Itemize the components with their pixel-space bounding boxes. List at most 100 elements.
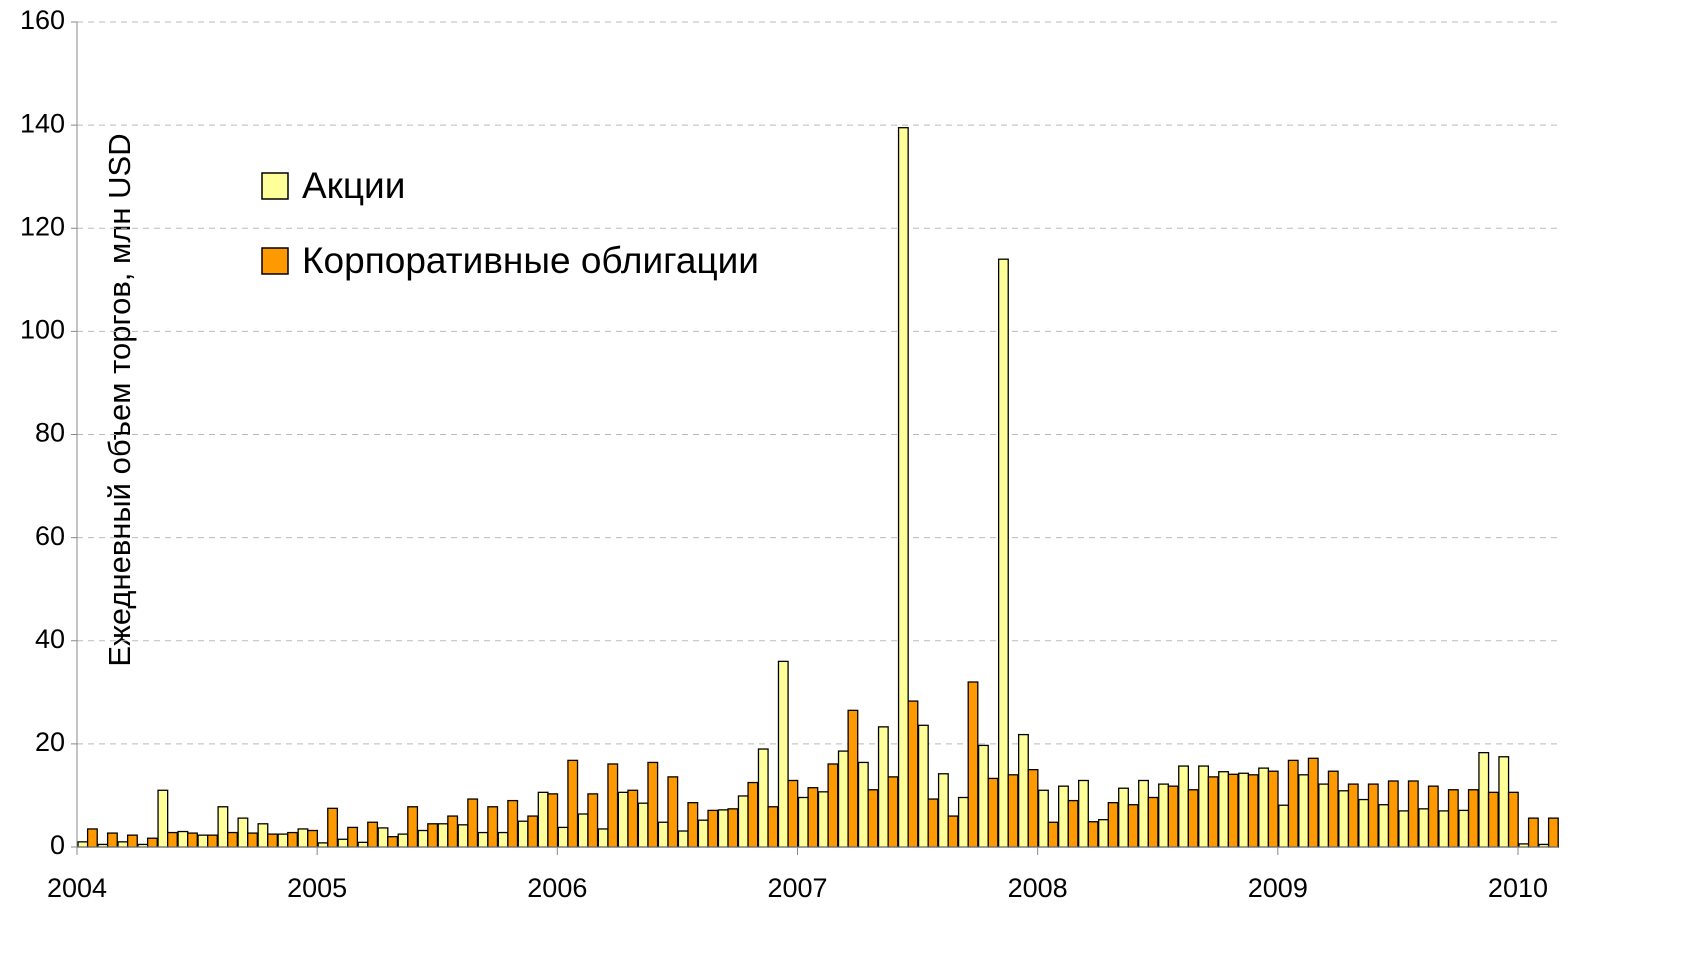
bar (1147, 796, 1159, 848)
bar (117, 841, 129, 848)
legend-label: Корпоративные облигации (302, 240, 759, 281)
bar (1127, 804, 1139, 848)
bar (1207, 776, 1219, 848)
x-tick-label: 2006 (527, 873, 587, 903)
bar (106, 832, 118, 848)
bar (187, 832, 198, 848)
bar (577, 813, 589, 848)
x-tick-label: 2009 (1248, 873, 1308, 903)
bar (727, 808, 739, 848)
bar (1138, 779, 1149, 848)
bar (1158, 783, 1169, 848)
bar (477, 831, 489, 848)
bar (1367, 783, 1379, 848)
bar (397, 833, 409, 848)
y-tick-label: 120 (20, 211, 65, 241)
bar (297, 828, 309, 848)
bar (1547, 817, 1559, 848)
bar (227, 831, 238, 848)
bar (937, 773, 949, 848)
bar (427, 823, 439, 848)
bar (207, 834, 218, 848)
y-tick-label: 40 (35, 624, 65, 654)
bar (607, 763, 619, 848)
y-tick-label: 80 (35, 418, 65, 448)
bar (507, 799, 519, 848)
bar (1467, 789, 1479, 848)
bar (777, 660, 789, 848)
bar (1227, 773, 1239, 848)
bar (717, 809, 729, 848)
bar (1087, 821, 1099, 848)
bar (697, 819, 709, 848)
bar (1318, 783, 1330, 848)
bar (927, 798, 939, 848)
bar (917, 724, 929, 848)
bar (527, 815, 539, 848)
bar (637, 802, 649, 848)
bar (1167, 785, 1179, 848)
bar (157, 789, 169, 848)
y-tick-label: 60 (35, 521, 65, 551)
bar (1078, 779, 1089, 848)
bar (417, 829, 429, 848)
bar (797, 796, 809, 848)
bar (887, 776, 899, 848)
y-tick-label: 140 (20, 108, 65, 138)
bar (497, 831, 509, 848)
bar (1267, 770, 1279, 848)
bar (447, 815, 459, 848)
bar (617, 791, 629, 848)
bar (387, 836, 399, 848)
bar (487, 806, 499, 848)
x-tick-label: 2010 (1488, 873, 1548, 903)
bar (597, 828, 609, 848)
bar (947, 815, 959, 848)
bar (1238, 772, 1250, 848)
bar (217, 806, 229, 848)
bar (327, 807, 339, 848)
bar (557, 826, 569, 848)
bar (1007, 774, 1019, 848)
bar (1407, 780, 1419, 848)
bar (1107, 802, 1119, 848)
y-tick-label: 0 (50, 830, 65, 860)
bar (907, 700, 919, 848)
bar (687, 802, 699, 848)
bar (1458, 809, 1470, 848)
bar (1418, 808, 1430, 848)
y-tick-label: 20 (35, 727, 65, 757)
bar (257, 823, 269, 848)
x-tick-label: 2008 (1008, 873, 1068, 903)
bar (1338, 790, 1350, 848)
bar (1278, 804, 1290, 848)
bar (1287, 759, 1299, 848)
bar (757, 748, 769, 848)
bar (367, 821, 379, 848)
bar (537, 791, 549, 848)
legend-swatch (261, 247, 289, 275)
bar (267, 833, 278, 848)
bar (837, 750, 849, 848)
bar (1058, 785, 1069, 848)
bar (667, 776, 679, 848)
bar (567, 759, 579, 848)
bar (287, 831, 298, 848)
bar (377, 827, 389, 848)
x-tick-label: 2004 (47, 873, 107, 903)
bar (1327, 770, 1339, 848)
bar (747, 781, 759, 848)
bar (997, 258, 1009, 848)
bar (517, 820, 529, 848)
bar (197, 834, 209, 848)
legend-swatch (261, 172, 289, 200)
bar (126, 834, 138, 848)
legend-label: Акции (302, 165, 405, 206)
bar (1037, 789, 1049, 848)
bar (787, 779, 799, 848)
bar (817, 791, 829, 848)
bar (1438, 810, 1450, 848)
bar (1017, 733, 1029, 848)
bar (737, 795, 749, 848)
